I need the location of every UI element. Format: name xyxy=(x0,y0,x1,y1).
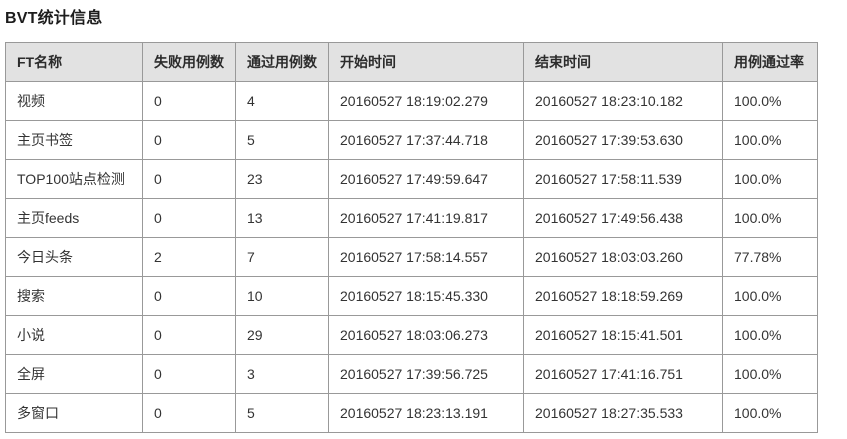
cell-pass-rate: 77.78% xyxy=(722,237,818,277)
cell-start-time: 20160527 18:23:13.191 xyxy=(328,393,524,433)
cell-start-time: 20160527 17:37:44.718 xyxy=(328,120,524,160)
cell-ft-name: 全屏 xyxy=(5,354,143,394)
table-row: 搜索 0 10 20160527 18:15:45.330 20160527 18:18… xyxy=(5,276,818,316)
cell-pass-rate: 100.0% xyxy=(722,315,818,355)
cell-pass-count: 4 xyxy=(235,81,329,121)
cell-end-time: 20160527 18:23:10.182 xyxy=(523,81,723,121)
cell-pass-rate: 100.0% xyxy=(722,81,818,121)
cell-start-time: 20160527 17:58:14.557 xyxy=(328,237,524,277)
table-row: 主页feeds 0 13 20160527 17:41:19.817 20160527 … xyxy=(5,198,818,238)
cell-end-time: 20160527 17:58:11.539 xyxy=(523,159,723,199)
table-row: 全屏 0 3 20160527 17:39:56.725 20160527 17:41:… xyxy=(5,354,818,394)
cell-pass-count: 7 xyxy=(235,237,329,277)
cell-ft-name: 多窗口 xyxy=(5,393,143,433)
table-row: 今日头条 2 7 20160527 17:58:14.557 20160527 18:0… xyxy=(5,237,818,277)
cell-pass-count: 3 xyxy=(235,354,329,394)
cell-pass-rate: 100.0% xyxy=(722,354,818,394)
cell-fail-count: 0 xyxy=(142,276,236,316)
table-row: 多窗口 0 5 20160527 18:23:13.191 20160527 18:27… xyxy=(5,393,818,433)
cell-pass-rate: 100.0% xyxy=(722,276,818,316)
cell-pass-rate: 100.0% xyxy=(722,159,818,199)
header-end-time: 结束时间 xyxy=(523,42,723,82)
table-row: 主页书签 0 5 20160527 17:37:44.718 20160527 17:3… xyxy=(5,120,818,160)
cell-fail-count: 0 xyxy=(142,315,236,355)
cell-fail-count: 0 xyxy=(142,198,236,238)
cell-fail-count: 2 xyxy=(142,237,236,277)
table-header-row: FT名称 失败用例数 通过用例数 开始时间 结束时间 用例通过率 xyxy=(5,42,818,82)
cell-end-time: 20160527 17:49:56.438 xyxy=(523,198,723,238)
cell-ft-name: 主页书签 xyxy=(5,120,143,160)
cell-start-time: 20160527 17:49:59.647 xyxy=(328,159,524,199)
cell-pass-count: 23 xyxy=(235,159,329,199)
cell-start-time: 20160527 18:15:45.330 xyxy=(328,276,524,316)
cell-fail-count: 0 xyxy=(142,354,236,394)
cell-pass-count: 5 xyxy=(235,120,329,160)
header-ft-name: FT名称 xyxy=(5,42,143,82)
header-start-time: 开始时间 xyxy=(328,42,524,82)
cell-start-time: 20160527 17:39:56.725 xyxy=(328,354,524,394)
cell-ft-name: 今日头条 xyxy=(5,237,143,277)
cell-end-time: 20160527 17:41:16.751 xyxy=(523,354,723,394)
cell-pass-count: 5 xyxy=(235,393,329,433)
cell-end-time: 20160527 18:15:41.501 xyxy=(523,315,723,355)
cell-fail-count: 0 xyxy=(142,81,236,121)
cell-pass-rate: 100.0% xyxy=(722,198,818,238)
cell-ft-name: 视频 xyxy=(5,81,143,121)
cell-pass-rate: 100.0% xyxy=(722,393,818,433)
page-title: BVT统计信息 xyxy=(5,10,103,27)
cell-end-time: 20160527 18:18:59.269 xyxy=(523,276,723,316)
cell-ft-name: TOP100站点检测 xyxy=(5,159,143,199)
cell-ft-name: 主页feeds xyxy=(5,198,143,238)
cell-end-time: 20160527 18:03:03.260 xyxy=(523,237,723,277)
cell-fail-count: 0 xyxy=(142,159,236,199)
header-pass-count: 通过用例数 xyxy=(235,42,329,82)
cell-end-time: 20160527 18:27:35.533 xyxy=(523,393,723,433)
table-row: TOP100站点检测 0 23 20160527 17:49:59.647 201605… xyxy=(5,159,818,199)
header-fail-count: 失败用例数 xyxy=(142,42,236,82)
bvt-statistics-table: FT名称 失败用例数 通过用例数 开始时间 结束时间 用例通过率 视频 0 4 201… xyxy=(5,42,818,433)
cell-pass-count: 10 xyxy=(235,276,329,316)
cell-start-time: 20160527 18:03:06.273 xyxy=(328,315,524,355)
cell-ft-name: 小说 xyxy=(5,315,143,355)
cell-start-time: 20160527 17:41:19.817 xyxy=(328,198,524,238)
cell-fail-count: 0 xyxy=(142,120,236,160)
header-pass-rate: 用例通过率 xyxy=(722,42,818,82)
cell-ft-name: 搜索 xyxy=(5,276,143,316)
cell-end-time: 20160527 17:39:53.630 xyxy=(523,120,723,160)
cell-pass-count: 13 xyxy=(235,198,329,238)
cell-start-time: 20160527 18:19:02.279 xyxy=(328,81,524,121)
cell-fail-count: 0 xyxy=(142,393,236,433)
table-row: 视频 0 4 20160527 18:19:02.279 20160527 18:23:… xyxy=(5,81,818,121)
cell-pass-rate: 100.0% xyxy=(722,120,818,160)
cell-pass-count: 29 xyxy=(235,315,329,355)
table-body: 视频 0 4 20160527 18:19:02.279 20160527 18:23:… xyxy=(5,81,818,433)
table-row: 小说 0 29 20160527 18:03:06.273 20160527 18:15… xyxy=(5,315,818,355)
